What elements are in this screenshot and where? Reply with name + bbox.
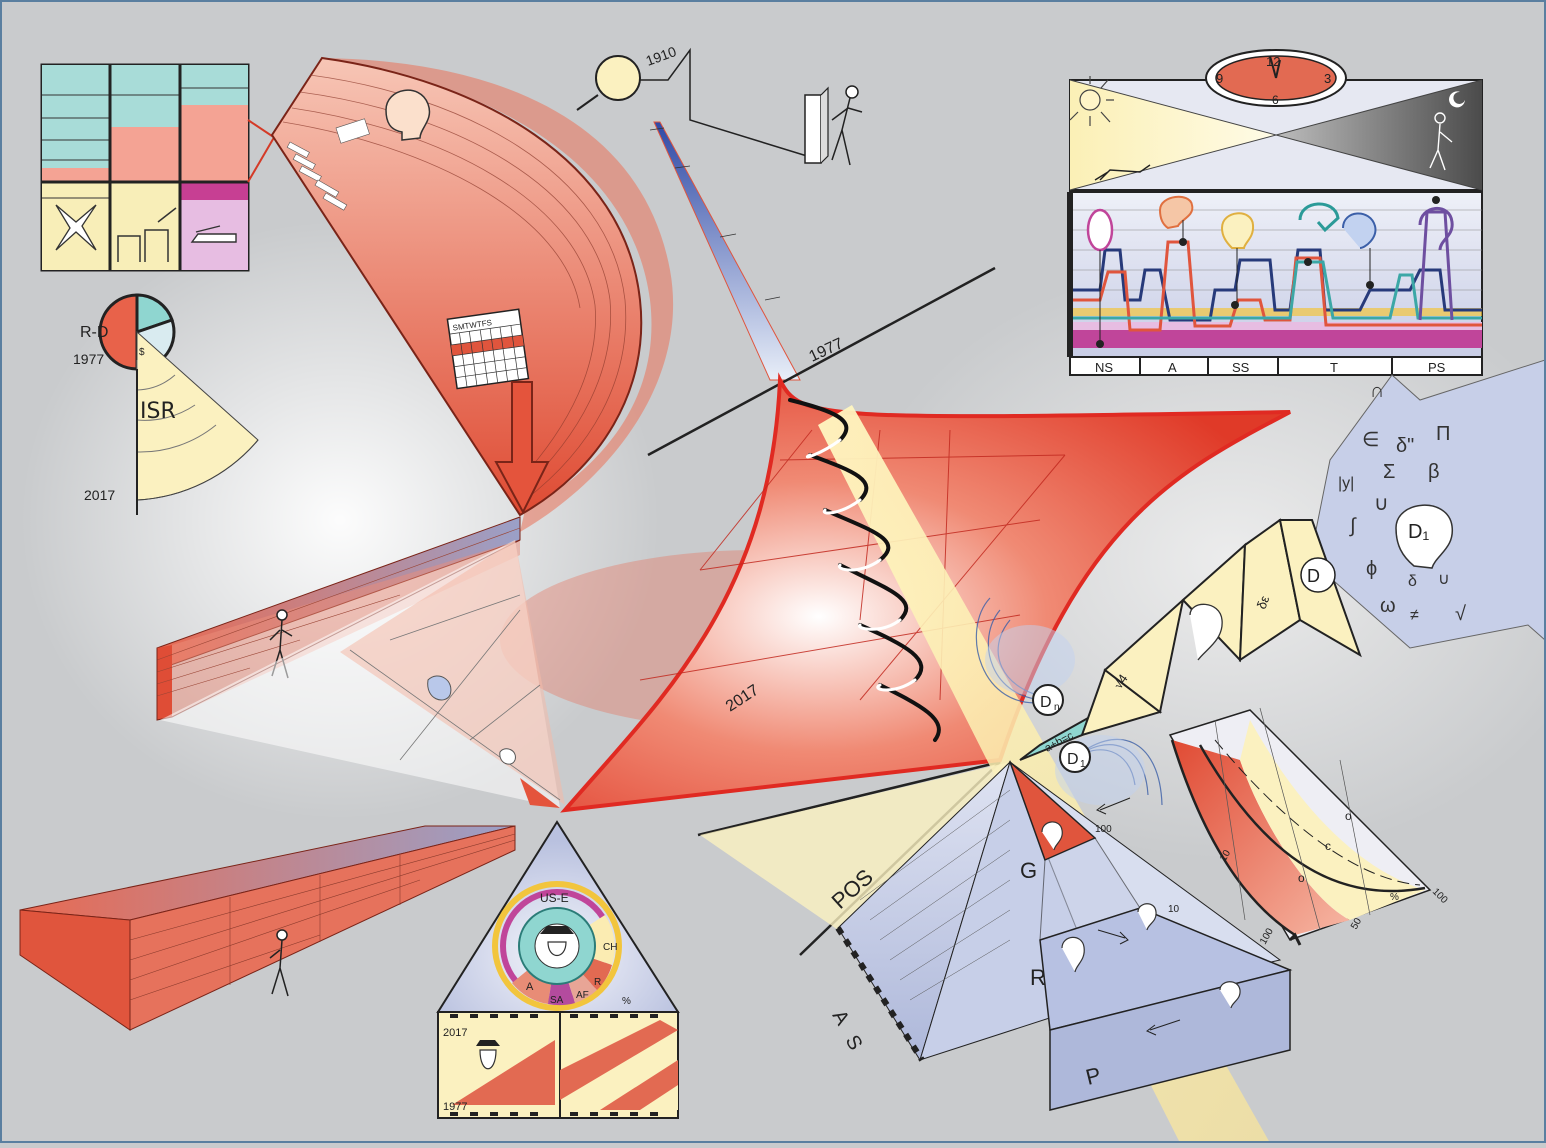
timeline-col-ps: PS [1428,360,1446,375]
helix [788,398,941,742]
timeline-panel: NS A SS T PS [1067,191,1483,376]
d-top: D [1040,694,1052,711]
ch-label: CH [603,942,617,953]
stick-figure [269,609,293,997]
zigzag-chain: a+b=c √4 δε D [1019,518,1362,761]
chain-d-end: D [1307,566,1320,586]
isr-label: ISR [140,399,176,424]
curve-pct: % [1390,892,1399,903]
pyramid: POS G R P A S 100 10 [700,760,1293,1111]
rd-year: 1977 [73,351,104,367]
g-label: G [1020,858,1037,883]
head-icon [385,89,431,141]
timeline-col-ns: NS [1095,360,1113,375]
curve-o1: o [1345,809,1352,823]
p-label: P [1083,1062,1103,1090]
math-symbol-8: ∫ [1349,515,1357,537]
math-symbol-10: ϕ [1366,558,1377,580]
office-grid [40,63,250,272]
day-night-panel: 12 3 6 9 [1069,49,1483,191]
stem [649,121,801,381]
film-strip: 2017 1977 [437,1011,679,1119]
d-balls: D n D 1 [975,597,1163,806]
curve-tick-100b: 100 [1258,926,1276,946]
pct-label: % [622,996,631,1007]
calendar-icon: SMTWTFS [446,308,550,515]
sun-icon [1069,76,1114,126]
clock-12: 12 [1266,54,1280,69]
d1: D [1067,751,1079,768]
year-1910: 1910 [644,43,679,69]
s-axis-label: S [841,1032,867,1055]
rd-pie: R-D 1977 $ ISR 2017 [73,293,259,515]
down-arrow-icon [494,381,550,515]
math-symbol-9: D₁ [1408,521,1429,543]
d1-sub: 1 [1080,759,1086,770]
math-symbol-15: √ [1455,603,1466,625]
math-symbol-4: |y| [1338,475,1354,492]
moon-icon [1449,91,1465,108]
dollar-label: $ [139,347,145,358]
us-e-label: US-E [540,891,569,905]
pyr-10: 10 [1168,904,1180,915]
math-symbol-2: δ" [1396,435,1414,457]
clock-9: 9 [1216,71,1223,86]
math-symbol-3: Π [1436,423,1450,445]
curled-ribbon [270,56,674,532]
math-symbol-11: δ [1408,573,1417,590]
sun-1910: 1910 [576,43,863,166]
math-symbol-13: ω [1380,595,1396,617]
math-symbol-6: β [1428,461,1440,483]
r-label-pyr: R [1030,965,1046,990]
timeline-col-ss: SS [1232,360,1250,375]
desk-icon [117,207,177,262]
center-triangle: US-E CH A SA AF R % [436,820,680,1013]
star-icon [55,204,97,251]
clock-3: 3 [1324,71,1331,86]
funnel-year-1977: 1977 [807,335,847,365]
curve-tick-50: 50 [1349,916,1364,932]
curve-tick-100a: 100 [1430,886,1450,906]
timeline-col-a: A [1168,360,1177,375]
math-symbol-5: Σ [1383,461,1395,483]
curve-chart: 10 50 100 100 % o o c [1168,707,1450,947]
end-year: 2017 [84,487,115,503]
af-label: AF [576,990,589,1001]
timeline-col-t: T [1330,360,1338,375]
film-top-year: 2017 [443,1027,467,1039]
curve-o2: o [1298,871,1305,885]
bed-icon [190,225,237,243]
math-symbol-7: ∪ [1374,493,1389,515]
sa-label: SA [550,995,564,1006]
chain-eq1: √4 [1110,671,1131,691]
math-symbol-0: ∩ [1370,380,1384,402]
light-cone [160,540,565,808]
a-axis-label: A [828,1007,854,1030]
math-symbol-12: ∪ [1438,571,1450,588]
curve-c: c [1325,839,1331,853]
chain-eq2: δε [1254,593,1273,611]
pyr-100: 100 [1095,824,1112,835]
rd-label: R-D [80,324,108,341]
d-top-sub: n [1054,702,1060,713]
math-symbol-14: ≠ [1410,607,1419,624]
clock-6: 6 [1272,93,1279,107]
r-label: R [594,977,601,988]
math-symbol-1: ∈ [1362,429,1379,451]
math-cloud: ∩ ∈ δ" Π |y| Σ β ∪ ∫ ϕ δ ∪ ω ≠ √ D₁ [1309,359,1546,649]
film-bottom-year: 1977 [443,1101,467,1113]
a-label: A [526,981,534,993]
curve-tick-10: 10 [1218,848,1233,864]
bottom-bar [19,825,516,1031]
